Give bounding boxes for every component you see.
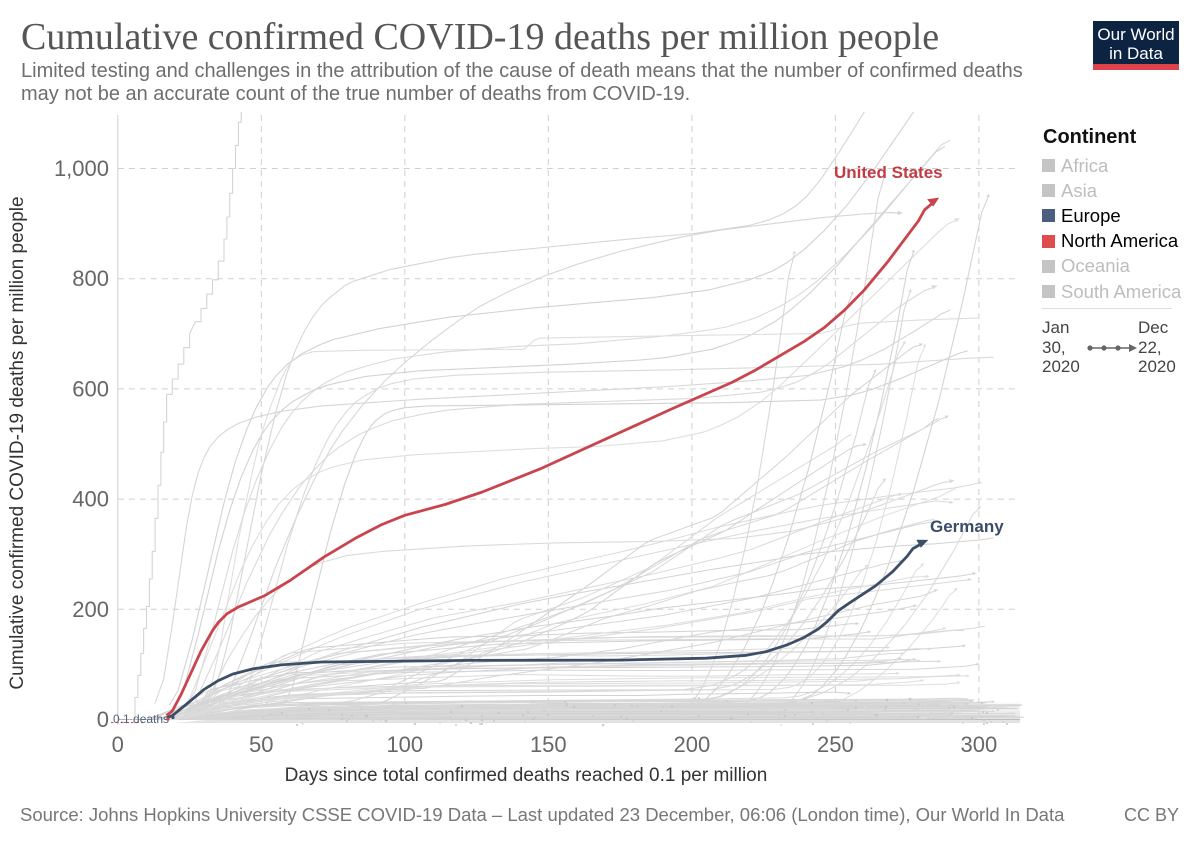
svg-text:200: 200 — [72, 597, 109, 622]
svg-text:0: 0 — [112, 732, 124, 757]
svg-text:50: 50 — [249, 732, 273, 757]
svg-text:Days since total confirmed dea: Days since total confirmed deaths reache… — [285, 765, 768, 786]
svg-text:Cumulative confirmed COVID-19: Cumulative confirmed COVID-19 deaths per… — [7, 196, 28, 689]
svg-text:200: 200 — [674, 732, 711, 757]
svg-text:300: 300 — [961, 732, 998, 757]
svg-text:400: 400 — [72, 487, 109, 512]
svg-text:250: 250 — [817, 732, 854, 757]
svg-text:0.1 deaths: 0.1 deaths — [113, 712, 169, 726]
svg-text:600: 600 — [72, 376, 109, 401]
svg-text:0: 0 — [97, 707, 109, 732]
svg-text:Germany: Germany — [930, 517, 1004, 536]
svg-text:100: 100 — [386, 732, 423, 757]
svg-text:150: 150 — [530, 732, 567, 757]
svg-text:United States: United States — [834, 163, 943, 182]
svg-text:1,000: 1,000 — [54, 156, 109, 181]
svg-text:800: 800 — [72, 266, 109, 291]
